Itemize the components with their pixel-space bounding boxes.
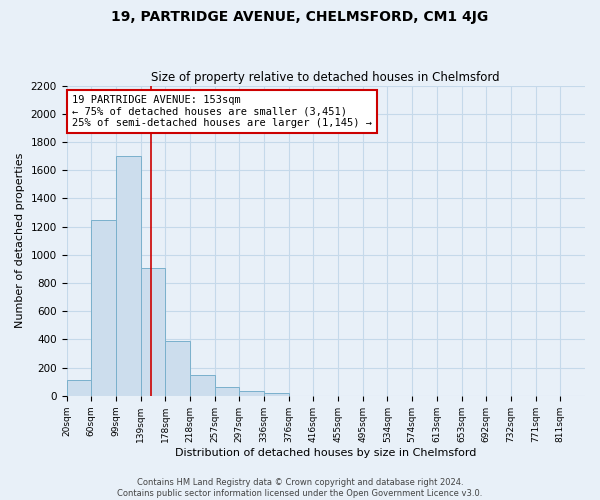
Bar <box>190 376 215 396</box>
Bar <box>91 220 116 396</box>
Bar <box>116 156 140 396</box>
Bar <box>140 268 165 396</box>
Bar <box>239 391 264 396</box>
Text: 19, PARTRIDGE AVENUE, CHELMSFORD, CM1 4JG: 19, PARTRIDGE AVENUE, CHELMSFORD, CM1 4J… <box>112 10 488 24</box>
Y-axis label: Number of detached properties: Number of detached properties <box>15 153 25 328</box>
Text: 19 PARTRIDGE AVENUE: 153sqm
← 75% of detached houses are smaller (3,451)
25% of : 19 PARTRIDGE AVENUE: 153sqm ← 75% of det… <box>72 95 372 128</box>
Text: Contains HM Land Registry data © Crown copyright and database right 2024.
Contai: Contains HM Land Registry data © Crown c… <box>118 478 482 498</box>
Bar <box>215 386 239 396</box>
X-axis label: Distribution of detached houses by size in Chelmsford: Distribution of detached houses by size … <box>175 448 476 458</box>
Title: Size of property relative to detached houses in Chelmsford: Size of property relative to detached ho… <box>151 72 500 85</box>
Bar <box>264 393 289 396</box>
Bar <box>165 341 190 396</box>
Bar <box>67 380 91 396</box>
